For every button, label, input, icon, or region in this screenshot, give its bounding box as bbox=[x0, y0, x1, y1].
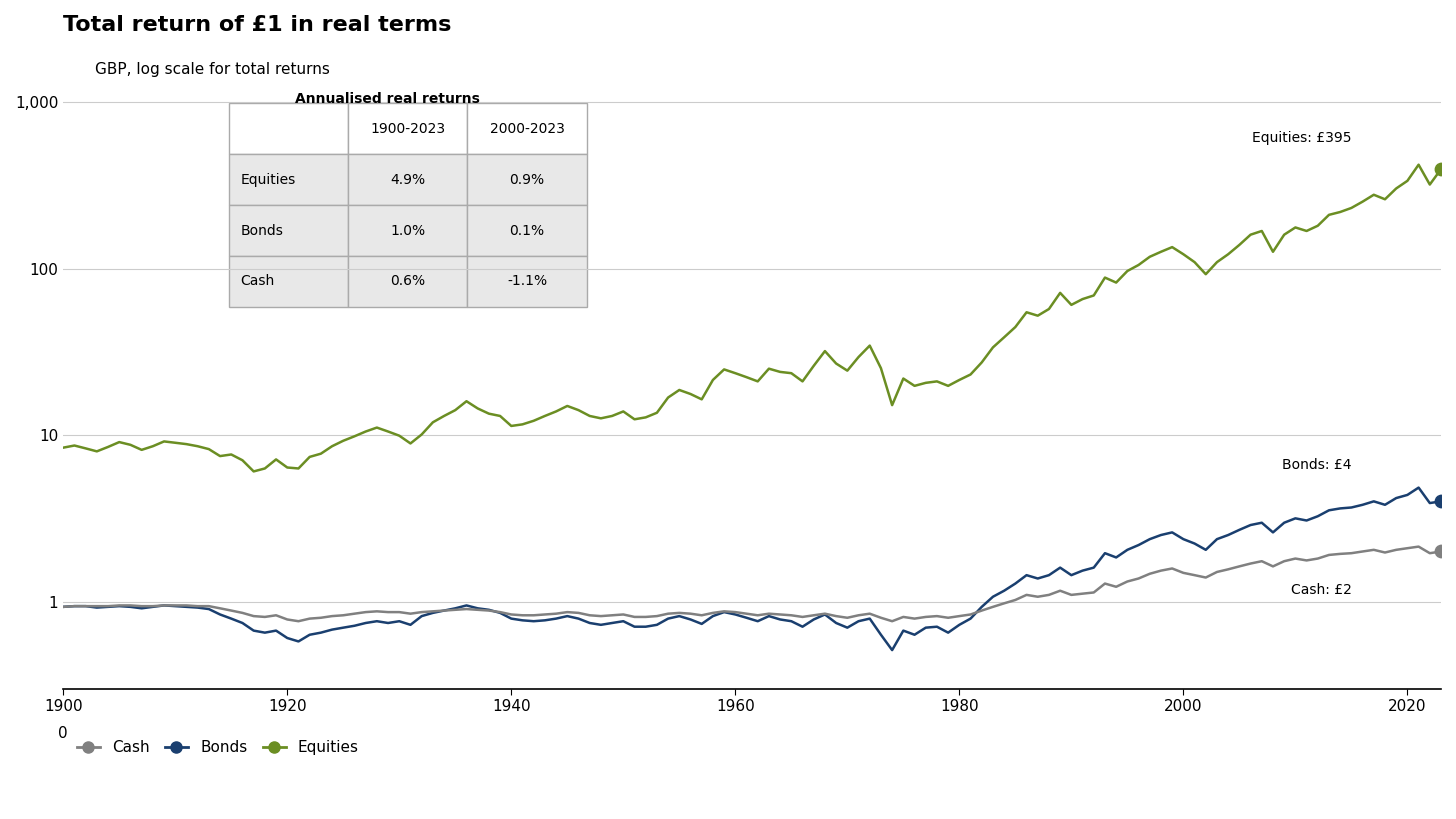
Text: 0: 0 bbox=[58, 726, 68, 740]
Legend: Cash, Bonds, Equities: Cash, Bonds, Equities bbox=[71, 734, 365, 761]
Text: Bonds: £4: Bonds: £4 bbox=[1281, 458, 1351, 472]
Text: Annualised real returns: Annualised real returns bbox=[294, 93, 479, 106]
Point bbox=[1430, 495, 1453, 508]
Text: Total return of £1 in real terms: Total return of £1 in real terms bbox=[63, 15, 451, 35]
Text: Cash: £2: Cash: £2 bbox=[1290, 582, 1351, 597]
Point bbox=[1430, 163, 1453, 176]
Text: GBP, log scale for total returns: GBP, log scale for total returns bbox=[95, 61, 329, 77]
Text: Equities: £395: Equities: £395 bbox=[1252, 131, 1351, 145]
Point bbox=[1430, 545, 1453, 558]
